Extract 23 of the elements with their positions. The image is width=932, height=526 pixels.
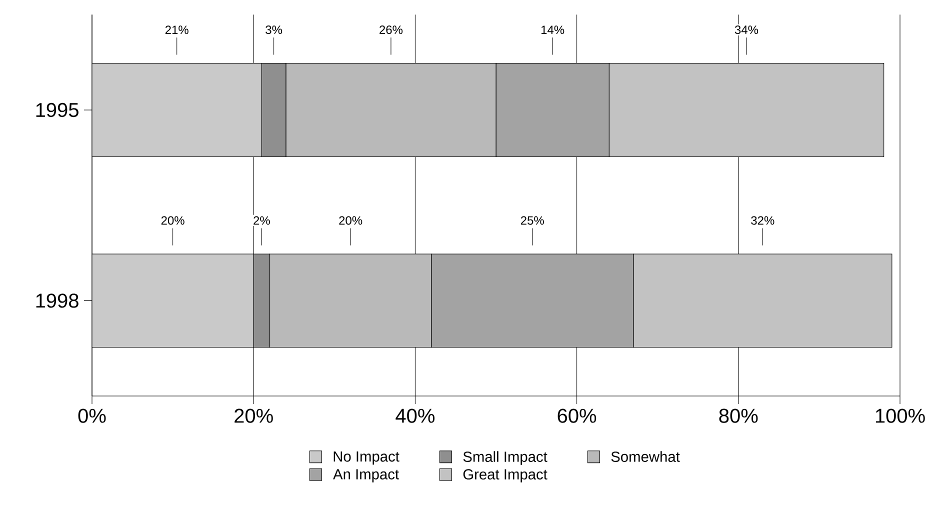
legend-label: Small Impact [463,451,548,465]
legend-label: An Impact [333,469,399,482]
data-label: 34% [734,26,758,34]
x-tick-label: 80% [719,408,758,423]
legend-label: Somewhat [611,451,680,462]
x-tick-label: 60% [558,408,596,423]
x-tick-label: 40% [396,408,434,423]
x-tick-label: 0% [78,408,106,423]
data-label: 21% [165,26,188,34]
legend-label: No Impact [334,451,400,465]
x-tick-label: 100% [876,408,925,423]
x-tick-label: 20% [234,408,273,423]
y-tick-label: 1995 [36,102,78,118]
data-label: 14% [541,26,564,34]
data-label: 20% [161,216,184,225]
data-label: 32% [751,216,774,225]
y-tick-label: 1998 [36,294,78,308]
legend-label: Great Impact [463,469,548,482]
data-label: 20% [339,216,362,225]
data-label: 2% [254,216,270,225]
data-label: 26% [380,26,403,34]
data-label: 25% [520,216,544,225]
data-label: 3% [266,26,282,34]
